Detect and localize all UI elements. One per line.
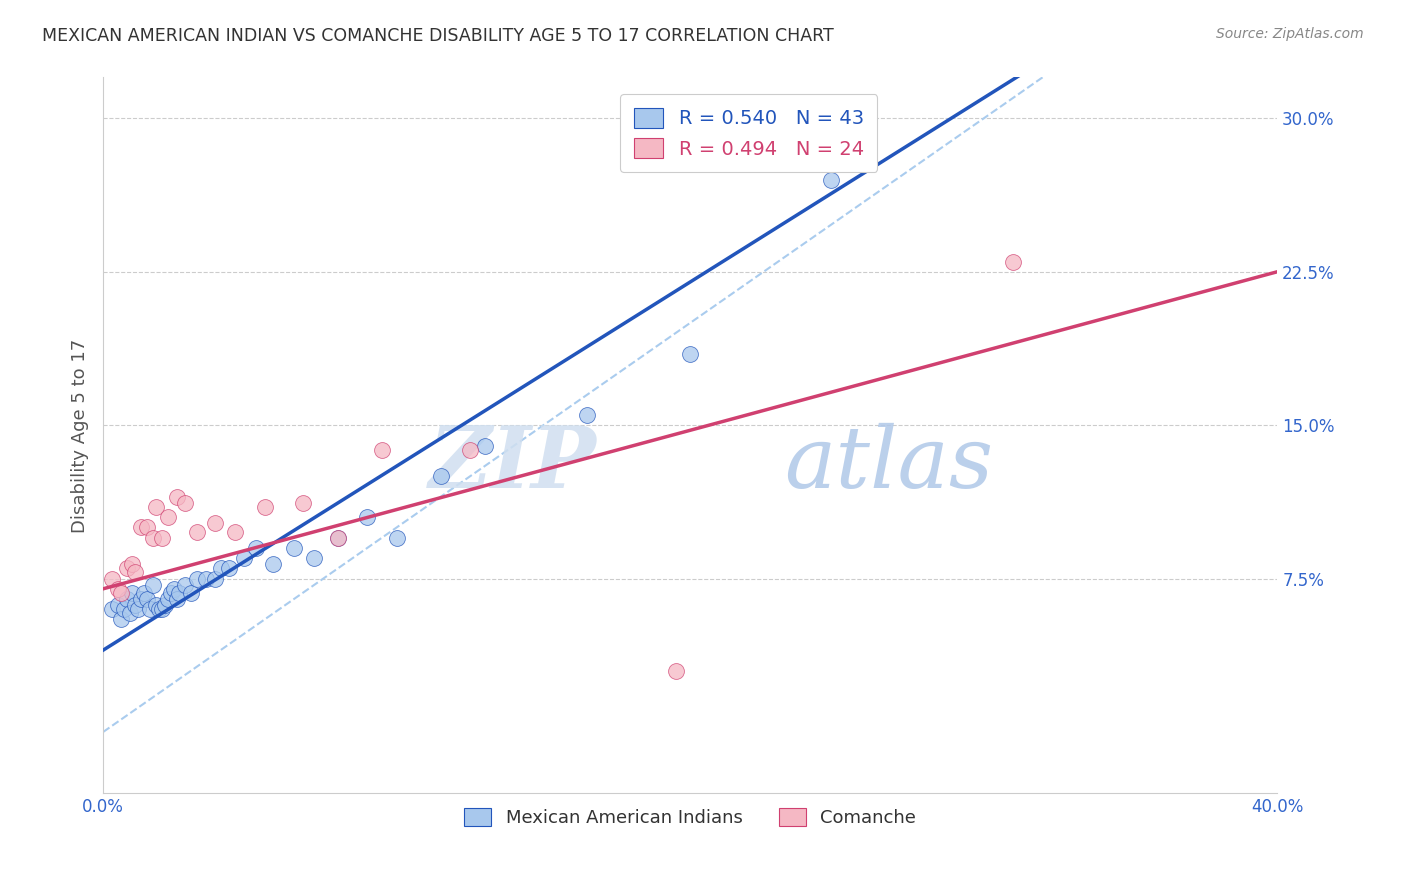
Point — [166, 592, 188, 607]
Point — [224, 524, 246, 539]
Point — [326, 531, 349, 545]
Point — [118, 607, 141, 621]
Point — [262, 558, 284, 572]
Point — [101, 602, 124, 616]
Point — [129, 520, 152, 534]
Point — [186, 524, 208, 539]
Point — [385, 531, 408, 545]
Text: MEXICAN AMERICAN INDIAN VS COMANCHE DISABILITY AGE 5 TO 17 CORRELATION CHART: MEXICAN AMERICAN INDIAN VS COMANCHE DISA… — [42, 27, 834, 45]
Point — [458, 442, 481, 457]
Point — [142, 578, 165, 592]
Point — [1002, 254, 1025, 268]
Point — [127, 602, 149, 616]
Point — [174, 496, 197, 510]
Point — [169, 586, 191, 600]
Point — [145, 500, 167, 514]
Point — [136, 520, 159, 534]
Point — [107, 582, 129, 596]
Point — [156, 592, 179, 607]
Point — [166, 490, 188, 504]
Point — [576, 408, 599, 422]
Point — [115, 592, 138, 607]
Point — [121, 558, 143, 572]
Point — [253, 500, 276, 514]
Point — [136, 592, 159, 607]
Point — [664, 664, 686, 678]
Point — [209, 561, 232, 575]
Point — [820, 172, 842, 186]
Point — [150, 602, 173, 616]
Point — [326, 531, 349, 545]
Point — [159, 586, 181, 600]
Point — [162, 582, 184, 596]
Point — [304, 551, 326, 566]
Point — [186, 572, 208, 586]
Text: ZIP: ZIP — [429, 422, 596, 506]
Point — [107, 598, 129, 612]
Point — [245, 541, 267, 555]
Point — [180, 586, 202, 600]
Point — [156, 510, 179, 524]
Point — [194, 572, 217, 586]
Point — [145, 598, 167, 612]
Point — [233, 551, 256, 566]
Point — [124, 566, 146, 580]
Point — [148, 602, 170, 616]
Point — [204, 516, 226, 531]
Point — [291, 496, 314, 510]
Point — [134, 586, 156, 600]
Point — [142, 531, 165, 545]
Y-axis label: Disability Age 5 to 17: Disability Age 5 to 17 — [72, 338, 89, 533]
Point — [110, 586, 132, 600]
Point — [139, 602, 162, 616]
Point — [679, 346, 702, 360]
Point — [121, 586, 143, 600]
Point — [429, 469, 451, 483]
Point — [129, 592, 152, 607]
Point — [110, 612, 132, 626]
Point — [115, 561, 138, 575]
Point — [124, 598, 146, 612]
Point — [153, 598, 176, 612]
Point — [174, 578, 197, 592]
Point — [356, 510, 378, 524]
Point — [204, 572, 226, 586]
Legend: Mexican American Indians, Comanche: Mexican American Indians, Comanche — [457, 801, 924, 834]
Point — [101, 572, 124, 586]
Point — [371, 442, 394, 457]
Point — [112, 602, 135, 616]
Text: atlas: atlas — [785, 423, 993, 506]
Point — [283, 541, 305, 555]
Text: Source: ZipAtlas.com: Source: ZipAtlas.com — [1216, 27, 1364, 41]
Point — [218, 561, 240, 575]
Point — [474, 439, 496, 453]
Point — [150, 531, 173, 545]
